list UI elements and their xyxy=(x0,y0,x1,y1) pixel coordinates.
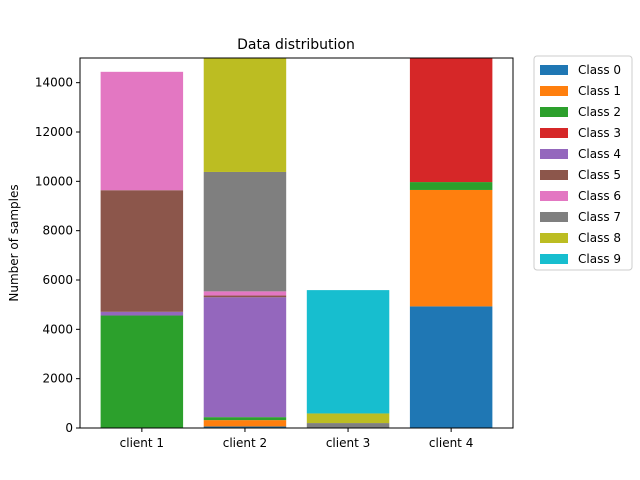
legend-label: Class 6 xyxy=(578,189,621,203)
legend-swatch xyxy=(540,233,568,243)
x-tick-label: client 3 xyxy=(326,436,370,450)
chart-title: Data distribution xyxy=(237,37,355,53)
bar-segment-client-2-class-7 xyxy=(203,171,287,292)
legend-swatch xyxy=(540,254,568,264)
x-tick-label: client 1 xyxy=(120,436,164,450)
bar-segment-client-2-class-4 xyxy=(203,297,287,418)
legend-label: Class 8 xyxy=(578,231,621,245)
bar-segment-client-4-class-3 xyxy=(409,58,493,183)
legend-swatch xyxy=(540,149,568,159)
legend-swatch xyxy=(540,107,568,117)
y-tick-label: 4000 xyxy=(42,322,73,336)
bar-stacks xyxy=(100,58,493,428)
bar-segment-client-4-class-1 xyxy=(409,189,493,307)
y-axis: 0 2000 4000 6000 8000 10000 12000 14000 xyxy=(35,76,80,435)
bar-segment-client-4-class-0 xyxy=(409,306,493,428)
legend-label: Class 4 xyxy=(578,147,621,161)
bar-segment-client-1-class-2 xyxy=(100,315,184,428)
y-tick-label: 6000 xyxy=(42,273,73,287)
bar-segment-client-3-class-8 xyxy=(306,413,390,424)
bar-segment-client-2-class-8 xyxy=(203,58,287,172)
bar-segment-client-2-class-5 xyxy=(203,295,287,298)
x-tick-label: client 2 xyxy=(223,436,267,450)
y-tick-label: 0 xyxy=(65,421,73,435)
bar-segment-client-2-class-1 xyxy=(203,420,287,427)
legend: Class 0 Class 1 Class 2 Class 3 Class 4 Class… xyxy=(533,55,633,271)
legend-swatch xyxy=(540,191,568,201)
legend-label: Class 1 xyxy=(578,84,621,98)
plot-frame xyxy=(79,57,514,429)
x-axis: client 1 client 2 client 3 client 4 xyxy=(120,428,473,450)
bar-segment-client-2-class-2 xyxy=(203,417,287,421)
legend-swatch xyxy=(540,128,568,138)
legend-label: Class 3 xyxy=(578,126,621,140)
bar-segment-client-2-class-6 xyxy=(203,291,287,296)
y-axis-label: Number of samples xyxy=(7,184,21,301)
legend-label: Class 2 xyxy=(578,105,621,119)
bar-segment-client-3-class-7 xyxy=(306,423,390,428)
legend-label: Class 0 xyxy=(578,63,621,77)
bar-segment-client-1-class-4 xyxy=(100,311,184,316)
legend-label: Class 9 xyxy=(578,252,621,266)
x-tick-label: client 4 xyxy=(429,436,473,450)
bar-segment-client-1-class-5 xyxy=(100,190,184,312)
legend-label: Class 5 xyxy=(578,168,621,182)
y-tick-label: 14000 xyxy=(35,76,73,90)
legend-swatch xyxy=(540,65,568,75)
bar-segment-client-1-class-6 xyxy=(100,71,184,191)
y-tick-label: 8000 xyxy=(42,224,73,238)
bar-segment-client-2-class-0 xyxy=(203,426,287,428)
bar-segment-client-4-class-2 xyxy=(409,182,493,190)
bar-segment-client-3-class-9 xyxy=(306,290,390,414)
legend-swatch xyxy=(540,86,568,96)
y-tick-label: 12000 xyxy=(35,125,73,139)
legend-swatch xyxy=(540,212,568,222)
y-tick-label: 2000 xyxy=(42,372,73,386)
legend-swatch xyxy=(540,170,568,180)
legend-label: Class 7 xyxy=(578,210,621,224)
y-tick-label: 10000 xyxy=(35,174,73,188)
